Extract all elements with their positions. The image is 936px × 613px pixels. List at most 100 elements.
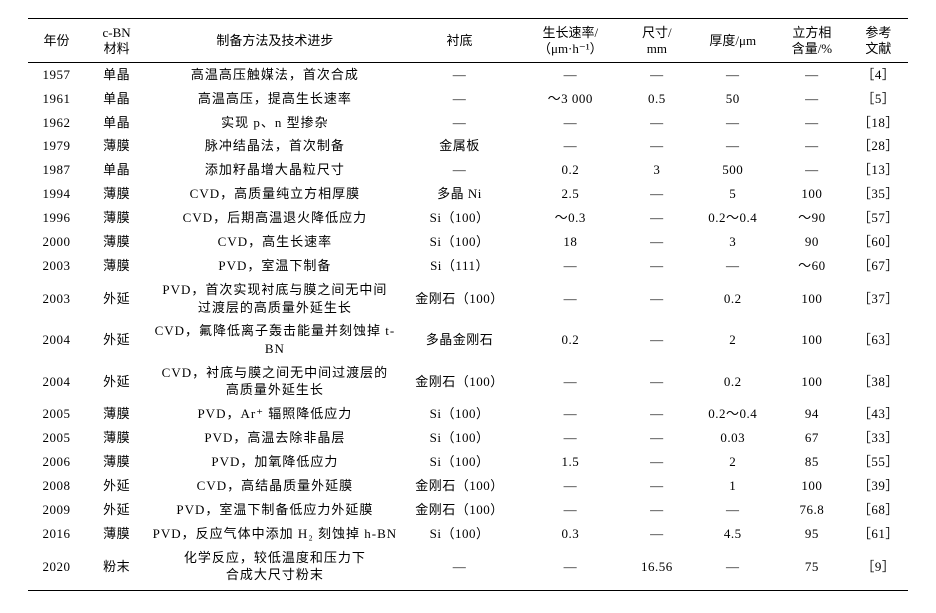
cell-substrate: 金刚石（100） [402,361,518,402]
cell-cubic: 100 [775,278,849,319]
cell-method: 高温高压触媒法，首次合成 [148,62,401,86]
cell-size: — [623,230,691,254]
cell-material: 薄膜 [85,426,148,450]
cell-size: — [623,254,691,278]
cell-material: 单晶 [85,110,148,134]
cell-size: — [623,62,691,86]
cell-substrate: Si（100） [402,450,518,474]
cell-material: 薄膜 [85,230,148,254]
cbn-table: 年份c-BN材料制备方法及技术进步衬底生长速率/（μm·h⁻¹）尺寸/mm厚度/… [28,18,908,591]
cell-material: 单晶 [85,86,148,110]
table-row: 2003外延PVD，首次实现衬底与膜之间无中间过渡层的高质量外延生长金刚石（10… [28,278,908,319]
cell-substrate: — [402,158,518,182]
cell-year: 2020 [28,546,85,591]
cell-thickness: 50 [691,86,775,110]
table-row: 2003薄膜PVD，室温下制备Si（111）———～60［67］ [28,254,908,278]
cell-material: 单晶 [85,62,148,86]
cell-thickness: 4.5 [691,522,775,546]
table-row: 2020粉末化学反应，较低温度和压力下合成大尺寸粉末——16.56—75［9］ [28,546,908,591]
cell-substrate: Si（100） [402,230,518,254]
cell-method: 化学反应，较低温度和压力下合成大尺寸粉末 [148,546,401,591]
cell-cubic: 85 [775,450,849,474]
cell-material: 薄膜 [85,134,148,158]
col-header-material: c-BN材料 [85,19,148,63]
cell-rate: — [518,278,624,319]
table-row: 1961单晶高温高压，提高生长速率—～3 0000.550—［5］ [28,86,908,110]
cell-thickness: 5 [691,182,775,206]
cell-size: — [623,450,691,474]
cell-method: 实现 p、n 型掺杂 [148,110,401,134]
table-row: 1987单晶添加籽晶增大晶粒尺寸—0.23500—［13］ [28,158,908,182]
cell-method: PVD，反应气体中添加 H₂ 刻蚀掉 h-BN [148,522,401,546]
cell-cubic: 100 [775,361,849,402]
cell-year: 2003 [28,254,85,278]
cell-substrate: 金属板 [402,134,518,158]
cell-material: 单晶 [85,158,148,182]
cell-rate: ～0.3 [518,206,624,230]
cell-material: 外延 [85,278,148,319]
cell-rate: 0.3 [518,522,624,546]
cell-rate: — [518,498,624,522]
cell-material: 薄膜 [85,450,148,474]
cell-thickness: 2 [691,450,775,474]
cell-ref: ［61］ [849,522,908,546]
cell-year: 2006 [28,450,85,474]
cell-material: 薄膜 [85,182,148,206]
cell-material: 薄膜 [85,254,148,278]
cell-cubic: 75 [775,546,849,591]
cell-cubic: 100 [775,319,849,360]
cell-ref: ［39］ [849,474,908,498]
cell-method: PVD，首次实现衬底与膜之间无中间过渡层的高质量外延生长 [148,278,401,319]
cell-size: 16.56 [623,546,691,591]
cell-rate: — [518,134,624,158]
cell-rate: 2.5 [518,182,624,206]
cell-substrate: — [402,546,518,591]
cell-ref: ［35］ [849,182,908,206]
table-row: 2016薄膜PVD，反应气体中添加 H₂ 刻蚀掉 h-BNSi（100）0.3—… [28,522,908,546]
cell-thickness: 2 [691,319,775,360]
cell-method: 高温高压，提高生长速率 [148,86,401,110]
cell-material: 薄膜 [85,402,148,426]
cell-cubic: ～90 [775,206,849,230]
cell-material: 薄膜 [85,522,148,546]
cell-material: 粉末 [85,546,148,591]
cell-ref: ［38］ [849,361,908,402]
cell-size: — [623,361,691,402]
table-row: 2000薄膜CVD，高生长速率Si（100）18—390［60］ [28,230,908,254]
cell-substrate: — [402,62,518,86]
cell-rate: — [518,474,624,498]
cell-rate: — [518,361,624,402]
cell-thickness: — [691,62,775,86]
cell-substrate: 金刚石（100） [402,498,518,522]
cell-substrate: 金刚石（100） [402,278,518,319]
table-row: 2004外延CVD，氟降低离子轰击能量并刻蚀掉 t-BN多晶金刚石0.2—210… [28,319,908,360]
cell-thickness: 0.2 [691,361,775,402]
cell-method: CVD，后期高温退火降低应力 [148,206,401,230]
cell-method: 添加籽晶增大晶粒尺寸 [148,158,401,182]
cell-ref: ［67］ [849,254,908,278]
cell-size: 0.5 [623,86,691,110]
cell-rate: 18 [518,230,624,254]
cell-size: — [623,182,691,206]
table-row: 2009外延PVD，室温下制备低应力外延膜金刚石（100）———76.8［68］ [28,498,908,522]
cell-ref: ［60］ [849,230,908,254]
cell-method: CVD，高结晶质量外延膜 [148,474,401,498]
cell-substrate: 多晶 Ni [402,182,518,206]
cell-method: PVD，加氧降低应力 [148,450,401,474]
cell-rate: — [518,110,624,134]
cell-ref: ［57］ [849,206,908,230]
cell-thickness: — [691,546,775,591]
table-row: 2005薄膜PVD，高温去除非晶层Si（100）——0.0367［33］ [28,426,908,450]
cell-substrate: — [402,110,518,134]
cell-material: 外延 [85,474,148,498]
cell-ref: ［4］ [849,62,908,86]
cell-cubic: — [775,110,849,134]
cell-size: — [623,498,691,522]
cell-rate: 0.2 [518,319,624,360]
table-row: 1979薄膜脉冲结晶法，首次制备金属板————［28］ [28,134,908,158]
cell-year: 2004 [28,361,85,402]
cell-substrate: 多晶金刚石 [402,319,518,360]
cell-year: 2003 [28,278,85,319]
cell-substrate: 金刚石（100） [402,474,518,498]
cell-thickness: 500 [691,158,775,182]
